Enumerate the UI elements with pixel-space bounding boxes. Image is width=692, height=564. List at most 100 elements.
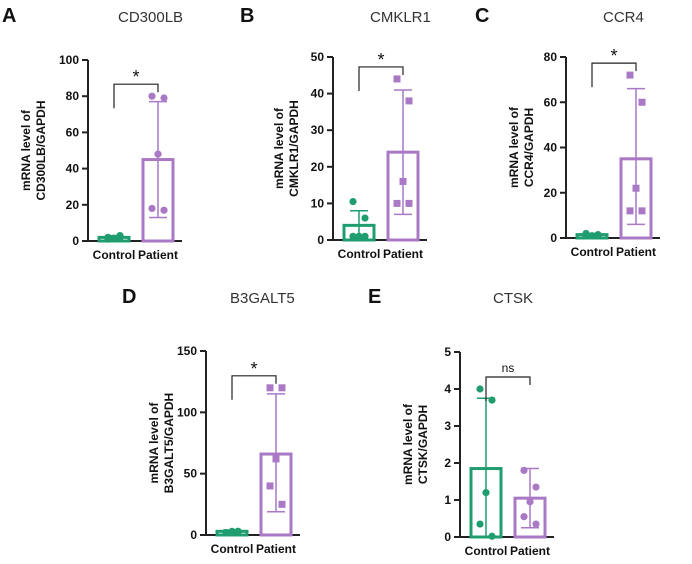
panel-e-significance-bracket — [485, 376, 531, 401]
panel-d-patient-point — [266, 384, 274, 392]
panel-b-control-point — [355, 232, 363, 240]
panel-c-ytick-label: 0 — [550, 231, 557, 245]
panel-e-patient-point — [520, 513, 528, 521]
panel-e-ytick-label: 4 — [444, 382, 451, 396]
panel-b-patient-point — [405, 199, 413, 207]
panel-d-patient-point — [278, 384, 286, 392]
panel-b-significance-label: * — [377, 50, 384, 70]
panel-d-ytick-label: 100 — [177, 405, 197, 419]
panel-e-control-category-label: Control — [465, 544, 508, 558]
panel-a-control-point — [116, 231, 124, 240]
panel-b-ytick-label: 40 — [311, 87, 325, 101]
panel-d-ytick-label: 0 — [190, 528, 197, 542]
panel-b-control-point — [361, 232, 369, 240]
panel-e-ytick-label: 5 — [444, 345, 451, 359]
panel-b-patient-category-label: Patient — [383, 247, 423, 261]
panel-b-title: CMKLR1 — [370, 9, 431, 26]
panel-e-title: CTSK — [493, 290, 533, 307]
panel-d-patient-point — [266, 482, 274, 490]
panel-e-patient-point — [532, 483, 540, 491]
panel-a-patient-category-label: Patient — [138, 248, 178, 262]
panel-c-control-point — [588, 232, 596, 240]
panel-b-control-point — [349, 197, 357, 206]
panel-c-significance-label: * — [610, 46, 617, 66]
panel-e-ytick-label: 0 — [444, 530, 451, 544]
panel-b-ylabel-line-2: CMKLR1/GAPDH — [287, 100, 301, 197]
panel-b-significance-bracket — [358, 66, 404, 91]
panel-e-patient-point — [532, 520, 540, 528]
panel-d-control-point — [222, 528, 230, 537]
panel-c-ylabel-line-1: mRNA level of — [507, 106, 521, 188]
panel-a-patient-point — [160, 206, 168, 214]
panel-d-significance-label: * — [250, 359, 257, 379]
panel-b-ylabel-line-1: mRNA level of — [272, 107, 286, 189]
panel-a-patient-point — [148, 204, 156, 213]
panel-a-ytick-label: 100 — [59, 53, 79, 67]
panel-c-ylabel-line-2: CCR4/GAPDH — [522, 108, 536, 187]
panel-e-ylabel-line-1: mRNA level of — [401, 403, 415, 485]
panel-a-ytick-label: 60 — [66, 125, 80, 139]
panel-a-letter: A — [2, 5, 16, 27]
panel-e-control-point — [488, 396, 496, 404]
panel-a-patient-point — [148, 92, 156, 100]
panel-e-patient-category-label: Patient — [510, 544, 550, 558]
panel-d-significance-bracket — [231, 375, 277, 400]
panel-e-control-point — [476, 520, 484, 528]
panel-b-ytick-label: 50 — [311, 50, 325, 64]
panel-d-patient-point — [278, 500, 286, 508]
panel-a-ytick-label: 20 — [66, 198, 80, 212]
panel-e-significance-label: ns — [502, 361, 515, 375]
panel-c-patient-point — [626, 207, 634, 215]
panel-a-ylabel-line-1: mRNA level of — [19, 109, 33, 191]
panel-e-control-point — [476, 385, 484, 393]
panel-c-letter: C — [475, 5, 489, 27]
panel-d-title: B3GALT5 — [230, 290, 295, 307]
panel-e-ytick-label: 2 — [444, 456, 451, 470]
panel-c-patient-point — [638, 98, 646, 106]
panel-c-ytick-label: 20 — [544, 186, 558, 200]
panel-c-patient-point — [638, 207, 646, 215]
panel-a-control-category-label: Control — [93, 248, 136, 262]
panel-b-ytick-label: 0 — [317, 233, 324, 247]
panel-b-patient-point — [393, 75, 401, 83]
panel-d-control-point — [228, 527, 236, 535]
panel-c-ytick-label: 60 — [544, 95, 558, 109]
panel-d-control-category-label: Control — [211, 542, 254, 556]
panel-c-patient-category-label: Patient — [616, 245, 656, 259]
panel-d-ylabel-line-2: B3GALT5/GAPDH — [162, 393, 176, 493]
panel-b-letter: B — [240, 5, 254, 27]
panel-b-patient-point — [393, 199, 401, 207]
panel-e-patient-point — [526, 498, 534, 506]
panel-e-letter: E — [368, 286, 381, 308]
panel-a-patient-point — [160, 94, 168, 102]
panel-b-patient-point — [405, 97, 413, 105]
panel-e-control-point — [488, 532, 496, 540]
panel-b-control-category-label: Control — [338, 247, 381, 261]
panel-c-control-point — [582, 229, 590, 238]
panel-c-control-category-label: Control — [571, 245, 614, 259]
panel-c-significance-bracket — [591, 62, 637, 88]
panel-c-ytick-label: 40 — [544, 141, 558, 155]
panel-e-ylabel-line-2: CTSK/GAPDH — [416, 405, 430, 484]
panel-a-ytick-label: 80 — [66, 89, 80, 103]
panel-b-control-point — [361, 214, 369, 222]
panel-e-control-point — [482, 489, 490, 497]
panel-a-control-point — [110, 234, 118, 242]
panel-a-ylabel-line-2: CD300LB/GAPDH — [34, 100, 48, 200]
panel-a-ytick-label: 0 — [72, 234, 79, 248]
panel-d-patient-category-label: Patient — [256, 542, 296, 556]
panel-b-control-point — [349, 232, 357, 240]
panel-a-significance-bracket — [113, 83, 159, 109]
panel-b-ytick-label: 20 — [311, 160, 325, 174]
panel-b-ytick-label: 30 — [311, 123, 325, 137]
panel-a-ytick-label: 40 — [66, 162, 80, 176]
panel-c-ytick-label: 80 — [544, 50, 558, 64]
panel-d-ytick-label: 150 — [177, 344, 197, 358]
panel-e-ytick-label: 3 — [444, 419, 451, 433]
panel-c-title: CCR4 — [603, 9, 644, 26]
panel-a-title: CD300LB — [118, 9, 183, 26]
panel-c-control-point — [594, 232, 602, 240]
panel-c-patient-point — [626, 71, 634, 79]
panel-e-patient-point — [520, 466, 528, 474]
